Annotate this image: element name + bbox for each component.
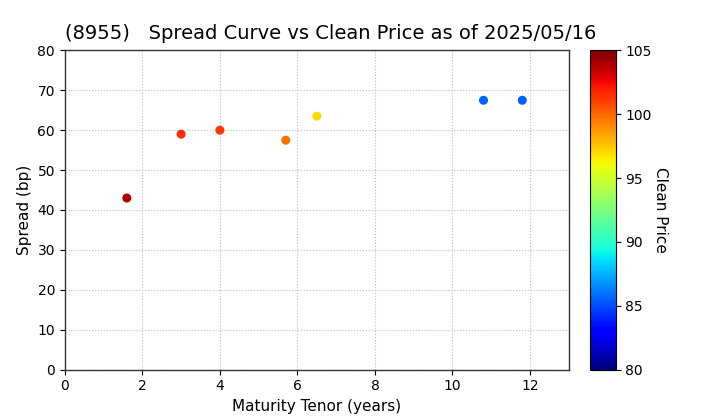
Y-axis label: Clean Price: Clean Price	[653, 167, 668, 253]
Y-axis label: Spread (bp): Spread (bp)	[17, 165, 32, 255]
Point	[176, 131, 187, 137]
Text: (8955)   Spread Curve vs Clean Price as of 2025/05/16: (8955) Spread Curve vs Clean Price as of…	[65, 24, 596, 43]
Point	[478, 97, 490, 104]
Point	[516, 97, 528, 104]
Point	[311, 113, 323, 120]
Point	[121, 194, 132, 201]
Point	[280, 137, 292, 144]
X-axis label: Maturity Tenor (years): Maturity Tenor (years)	[233, 399, 401, 414]
Point	[214, 127, 225, 134]
